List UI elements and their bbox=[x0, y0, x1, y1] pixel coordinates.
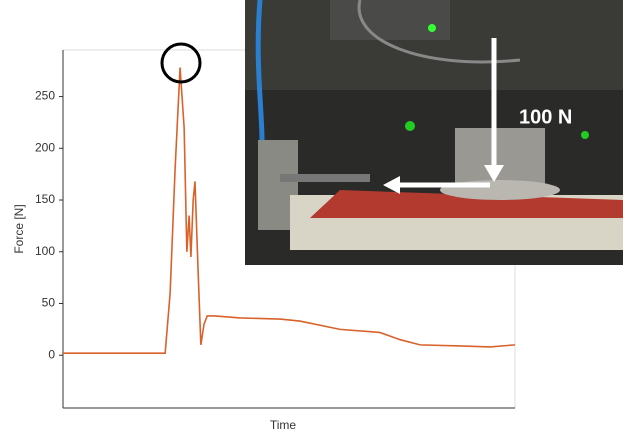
y-tick-label: 200 bbox=[35, 140, 55, 154]
photo-inset: 100 N bbox=[245, 0, 623, 265]
chart: Time Force [N] 0 50 100 150 200 250 100 N bbox=[0, 0, 623, 434]
y-axis-label: Force [N] bbox=[12, 204, 26, 253]
annotation: 100 N bbox=[519, 106, 572, 128]
y-tick-label: 100 bbox=[35, 244, 55, 258]
y-tick-label: 0 bbox=[48, 347, 55, 361]
y-tick-label: 150 bbox=[35, 192, 55, 206]
y-tick-label: 250 bbox=[35, 89, 55, 103]
x-axis-label: Time bbox=[270, 418, 297, 432]
y-tick-label: 50 bbox=[42, 296, 56, 310]
ticks: 0 50 100 150 200 250 bbox=[35, 89, 63, 362]
